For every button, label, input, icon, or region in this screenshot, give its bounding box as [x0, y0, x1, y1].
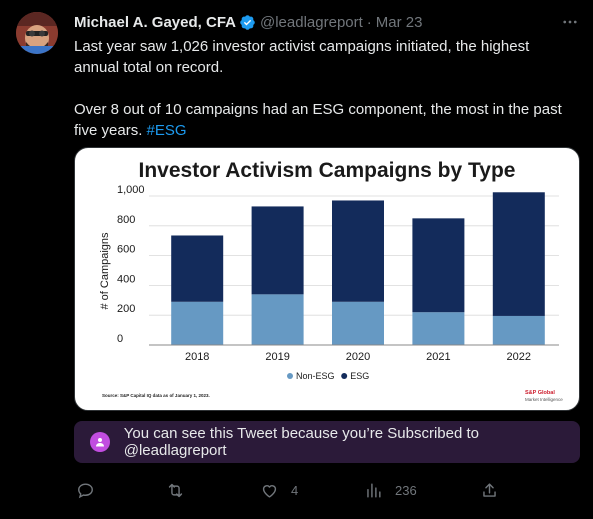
x-tick-label: 2021: [426, 351, 450, 363]
subscription-notice: You can see this Tweet because you’re Su…: [74, 421, 580, 463]
bar-esg: [332, 200, 384, 302]
brand-logo-line-1: S&P Global: [525, 390, 555, 396]
y-tick-label: 200: [117, 303, 135, 315]
y-tick-label: 800: [117, 214, 135, 226]
tweet-header: Michael A. Gayed, CFA @leadlagreport · M…: [74, 12, 579, 32]
reply-icon: [78, 482, 93, 498]
hashtag-link[interactable]: #ESG: [146, 122, 187, 139]
like-button[interactable]: 4: [260, 480, 298, 500]
tweet-text: Last year saw 1,026 investor activist ca…: [74, 36, 574, 141]
legend-label: ESG: [350, 371, 369, 381]
chart-source-note: Source: S&P Capital IQ data as of Januar…: [102, 393, 210, 398]
chart-svg: Investor Activism Campaigns by Type 0 200…: [99, 159, 563, 402]
x-tick-label: 2022: [507, 351, 531, 363]
y-tick-label: 1,000: [117, 184, 145, 196]
bar-non-esg: [251, 294, 304, 345]
bar-non-esg: [412, 312, 465, 345]
y-tick-label: 400: [117, 273, 135, 285]
chart-title: Investor Activism Campaigns by Type: [139, 159, 516, 182]
chart-x-ticks: 2018 2019 2020 2021 2022: [185, 351, 531, 363]
chart-y-ticks: 0 200 400 600 800 1,000: [117, 184, 145, 345]
share-button[interactable]: [480, 480, 499, 500]
avatar[interactable]: [16, 12, 58, 54]
tweet-paragraph-text: Over 8 out of 10 campaigns had an ESG co…: [74, 101, 562, 139]
legend-marker: [341, 373, 348, 379]
more-options-icon[interactable]: [561, 12, 579, 32]
brand-logo-line-2: Market Intelligence: [525, 397, 563, 402]
bar-esg: [412, 218, 465, 313]
bar-non-esg: [171, 301, 224, 345]
author-name[interactable]: Michael A. Gayed, CFA: [74, 13, 236, 31]
tweet-actions: 4 236: [74, 480, 496, 500]
bar-esg: [251, 206, 304, 295]
like-icon: [262, 484, 277, 498]
legend-label: Non-ESG: [296, 371, 335, 381]
y-tick-label: 0: [117, 333, 123, 345]
bar-non-esg: [332, 301, 384, 345]
bar-esg: [171, 235, 224, 302]
avatar-image: [16, 12, 58, 54]
tweet-paragraph: Last year saw 1,026 investor activist ca…: [74, 38, 530, 76]
reply-button[interactable]: [76, 480, 95, 500]
views-count: 236: [395, 482, 417, 498]
tweet-date[interactable]: Mar 23: [375, 13, 423, 31]
like-count: 4: [291, 482, 299, 498]
chart-y-axis-label: # of Campaigns: [99, 232, 111, 310]
views-icon: [367, 482, 381, 498]
views-button[interactable]: 236: [364, 480, 417, 500]
x-tick-label: 2019: [265, 351, 289, 363]
bar-esg: [492, 192, 545, 316]
chart-bars: [149, 192, 559, 346]
header-separator: ·: [366, 13, 372, 31]
share-icon: [483, 482, 496, 497]
verified-badge-icon: [239, 14, 256, 31]
y-tick-label: 600: [117, 244, 135, 256]
retweet-button[interactable]: [166, 480, 185, 500]
subscription-notice-text: You can see this Tweet because you’re Su…: [123, 425, 479, 459]
tweet-media-chart[interactable]: Investor Activism Campaigns by Type 0 200…: [74, 147, 580, 411]
legend-marker: [287, 373, 293, 379]
x-tick-label: 2020: [346, 351, 370, 363]
subscriber-badge-icon: [90, 432, 110, 452]
retweet-icon: [168, 483, 183, 497]
x-tick-label: 2018: [185, 351, 209, 363]
bar-non-esg: [492, 315, 545, 345]
chart-legend: Non-ESG ESG: [287, 371, 369, 381]
author-handle[interactable]: @leadlagreport: [260, 13, 363, 31]
tweet-paragraph: Over 8 out of 10 campaigns had an ESG co…: [74, 99, 574, 141]
